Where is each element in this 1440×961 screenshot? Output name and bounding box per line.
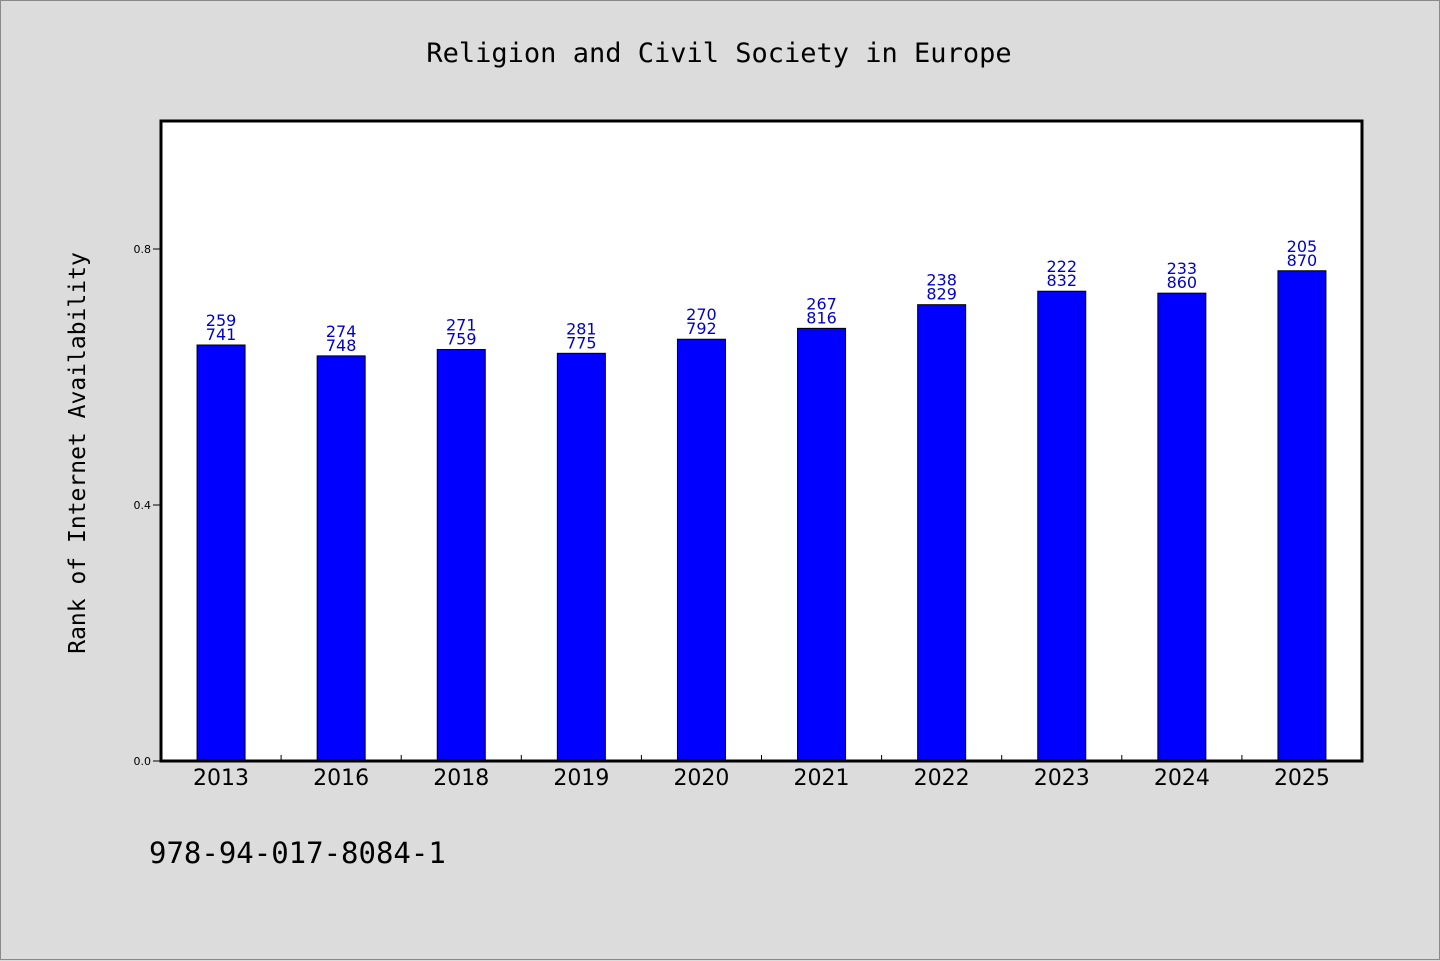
y-tick-label: 0.0 bbox=[134, 755, 152, 768]
bar bbox=[316, 355, 366, 762]
y-axis-label: Rank of Internet Availability bbox=[65, 252, 91, 654]
y-axis-ticks: 0.0 0.4 0.8 bbox=[134, 243, 161, 768]
bar bbox=[1277, 270, 1327, 762]
bar-data-label: 238 bbox=[926, 271, 957, 290]
y-tick-label: 0.4 bbox=[134, 499, 152, 512]
x-tick-label: 2022 bbox=[914, 766, 970, 791]
bar-data-label: 748 bbox=[326, 336, 357, 355]
x-tick-label: 2023 bbox=[1034, 766, 1090, 791]
bar-data-label: 741 bbox=[206, 325, 237, 344]
bar-data-label: 205 bbox=[1287, 237, 1318, 256]
bar-data-label: 222 bbox=[1046, 257, 1077, 276]
bar-data-label: 775 bbox=[566, 333, 597, 352]
x-tick-label: 2024 bbox=[1154, 766, 1210, 791]
x-tick-label: 2021 bbox=[794, 766, 850, 791]
bar-data-label: 832 bbox=[1046, 271, 1077, 290]
bar bbox=[196, 344, 246, 762]
x-tick-label: 2020 bbox=[673, 766, 729, 791]
bar-data-label: 259 bbox=[206, 311, 237, 330]
bar-data-label: 792 bbox=[686, 319, 717, 338]
y-tick-label: 0.8 bbox=[134, 243, 152, 256]
bar bbox=[1037, 290, 1087, 762]
x-tick-label: 2013 bbox=[193, 766, 249, 791]
chart-title: Religion and Civil Society in Europe bbox=[426, 38, 1011, 69]
bar-data-label: 281 bbox=[566, 319, 597, 338]
bar-data-label: 271 bbox=[446, 315, 477, 334]
bar bbox=[1157, 292, 1207, 762]
bar-data-label: 829 bbox=[926, 285, 957, 304]
bar-data-label: 860 bbox=[1167, 273, 1198, 292]
bar bbox=[676, 338, 726, 762]
x-axis-ticks: 2013 2016 2018 2019 2020 2021 2022 2023 2024 2025 bbox=[193, 755, 1330, 791]
plot-frame bbox=[159, 119, 1364, 763]
bar bbox=[797, 327, 847, 762]
bar-data-label: 274 bbox=[326, 322, 357, 341]
x-tick-label: 2016 bbox=[313, 766, 369, 791]
bar bbox=[556, 352, 606, 762]
bar bbox=[436, 348, 486, 762]
bar-data-label: 816 bbox=[806, 308, 837, 327]
bar-data-label: 270 bbox=[686, 305, 717, 324]
bar-data-label: 759 bbox=[446, 329, 477, 348]
bar-data-label: 267 bbox=[806, 294, 837, 313]
x-tick-label: 2019 bbox=[553, 766, 609, 791]
bars-group bbox=[196, 270, 1327, 762]
bar-data-label: 870 bbox=[1287, 251, 1318, 270]
x-tick-label: 2025 bbox=[1274, 766, 1330, 791]
x-tick-label: 2018 bbox=[433, 766, 489, 791]
bar bbox=[917, 304, 967, 762]
bar-data-label: 233 bbox=[1167, 259, 1198, 278]
isbn-label: 978-94-017-8084-1 bbox=[149, 836, 446, 870]
